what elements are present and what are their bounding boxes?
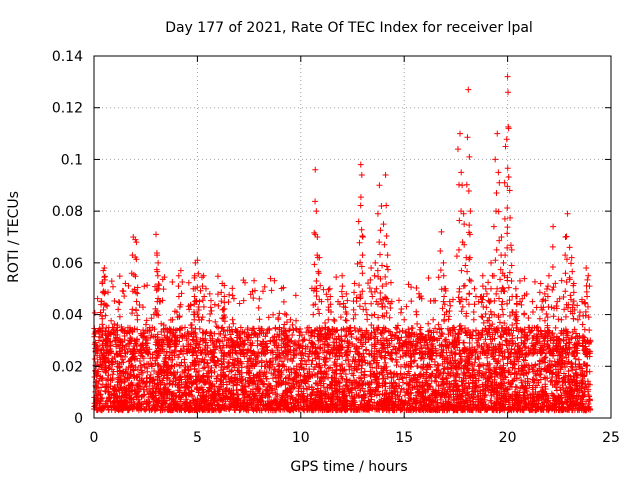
data-point — [508, 345, 515, 352]
data-point — [396, 393, 403, 400]
data-point — [246, 354, 253, 361]
data-point — [175, 354, 182, 361]
data-point — [305, 357, 312, 364]
data-point — [496, 341, 503, 348]
data-point — [407, 352, 414, 359]
data-point — [223, 388, 230, 395]
data-point — [345, 356, 352, 363]
data-point — [181, 359, 188, 366]
data-point — [388, 355, 395, 362]
data-point — [332, 370, 339, 377]
data-point — [484, 354, 491, 361]
data-point — [466, 340, 473, 347]
data-point — [438, 325, 445, 332]
data-point — [140, 386, 147, 393]
data-point — [224, 363, 231, 370]
data-point — [461, 325, 468, 332]
data-point — [397, 354, 404, 361]
data-point — [521, 357, 528, 364]
data-point — [586, 327, 593, 334]
data-point — [553, 387, 560, 394]
data-point — [212, 362, 219, 369]
data-point — [262, 333, 269, 340]
data-point — [196, 341, 203, 348]
data-point — [352, 357, 359, 364]
data-point — [229, 400, 236, 407]
data-point — [343, 376, 350, 383]
data-point — [536, 371, 543, 378]
grid-layer — [94, 56, 611, 418]
data-point — [396, 328, 403, 335]
data-point — [204, 360, 211, 367]
data-point — [269, 375, 276, 382]
data-point — [581, 326, 588, 333]
data-point — [526, 366, 533, 373]
data-point — [187, 373, 194, 380]
data-point — [368, 341, 375, 348]
data-point — [552, 324, 559, 331]
data-point — [573, 330, 580, 337]
data-point — [296, 332, 303, 339]
data-point — [487, 397, 494, 404]
data-point — [128, 362, 135, 369]
data-point — [393, 350, 400, 357]
data-point — [211, 368, 218, 375]
data-point — [321, 361, 328, 368]
data-point — [434, 362, 441, 369]
data-point — [473, 339, 480, 346]
data-point — [361, 368, 368, 375]
data-point — [348, 393, 355, 400]
data-point — [342, 371, 349, 378]
data-point — [551, 358, 558, 365]
data-point — [272, 325, 279, 332]
data-point — [154, 354, 161, 361]
data-point — [513, 384, 520, 391]
data-point — [411, 357, 418, 364]
data-point — [393, 362, 400, 369]
data-point — [394, 325, 401, 332]
data-point — [581, 372, 588, 379]
data-point — [465, 327, 472, 334]
data-point — [155, 371, 162, 378]
data-point — [353, 391, 360, 398]
data-point — [187, 362, 194, 369]
data-point — [368, 329, 375, 336]
data-point — [448, 365, 455, 372]
data-point — [422, 351, 429, 358]
data-point — [300, 336, 307, 343]
data-point — [468, 361, 475, 368]
data-point — [528, 340, 535, 347]
chart-title: Day 177 of 2021, Rate Of TEC Index for r… — [165, 20, 533, 36]
data-point — [207, 329, 214, 336]
data-point — [141, 391, 148, 398]
points-layer — [91, 73, 594, 414]
data-point — [177, 373, 184, 380]
data-point — [420, 361, 427, 368]
data-point — [409, 384, 416, 391]
data-point — [381, 355, 388, 362]
data-point — [356, 325, 363, 332]
data-point — [303, 361, 310, 368]
data-point — [112, 358, 119, 365]
data-point — [93, 342, 100, 349]
data-point — [414, 363, 421, 370]
data-point — [298, 355, 305, 362]
data-point — [297, 360, 304, 367]
data-point — [173, 361, 180, 368]
data-point — [586, 397, 593, 404]
data-point — [98, 384, 105, 391]
data-point — [450, 397, 457, 404]
data-point — [92, 339, 99, 346]
data-point — [289, 331, 296, 338]
data-point — [208, 373, 215, 380]
data-point — [398, 334, 405, 341]
data-point — [358, 365, 365, 372]
